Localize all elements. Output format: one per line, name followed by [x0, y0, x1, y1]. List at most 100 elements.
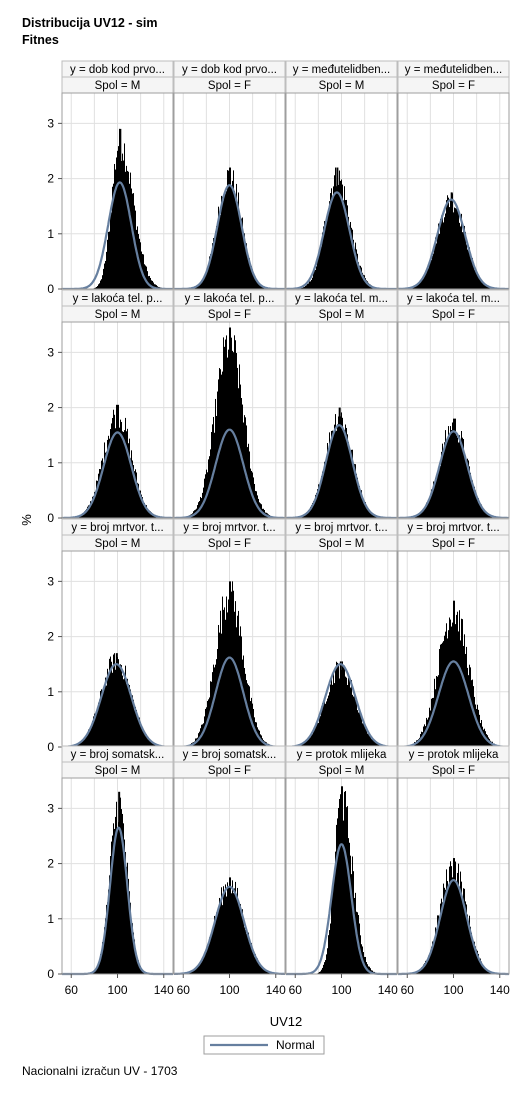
histogram-bar	[122, 431, 123, 518]
histogram-bar	[229, 581, 231, 747]
histogram-bar	[324, 701, 325, 747]
histogram-bar	[231, 337, 232, 518]
histogram-bar	[448, 630, 449, 747]
histogram-bar	[106, 904, 107, 974]
y-tick-label: 2	[47, 401, 54, 415]
histogram-bar	[330, 923, 331, 974]
panel-header-spol-label: Spol = F	[208, 309, 251, 321]
histogram-bar	[303, 742, 304, 747]
panel-frame	[173, 321, 286, 519]
histogram-bar	[130, 902, 131, 974]
histogram-bar	[324, 962, 325, 974]
histogram-bar	[234, 190, 235, 289]
histogram-bar	[260, 964, 261, 974]
histogram-bar	[126, 431, 127, 518]
histogram-bar	[141, 494, 142, 518]
histogram-bar	[244, 667, 245, 747]
histogram-bar	[433, 253, 434, 289]
histogram-bar	[487, 286, 488, 289]
histogram-bar	[267, 971, 268, 974]
histogram-bar	[482, 508, 483, 518]
histogram-bar	[231, 186, 232, 289]
histogram-bar	[89, 505, 90, 518]
histogram-bar	[468, 460, 469, 518]
histogram-bar	[316, 722, 317, 747]
histogram-bar	[335, 851, 336, 974]
histogram-bar	[349, 679, 350, 747]
histogram-bar	[462, 437, 463, 518]
histogram-bar	[227, 357, 228, 518]
histogram-bar	[441, 215, 442, 289]
histogram-bar	[319, 716, 320, 747]
histogram-bar	[433, 941, 434, 974]
histogram-bar	[462, 899, 463, 974]
histogram-bar	[247, 683, 248, 747]
histogram-bar	[326, 701, 327, 747]
histogram-bar	[148, 510, 149, 518]
histogram-bar	[433, 697, 434, 747]
histogram-bar	[103, 268, 104, 289]
histogram-bar	[464, 634, 465, 747]
histogram-bar	[364, 503, 365, 518]
histogram-bar	[353, 696, 354, 747]
histogram-bar	[322, 703, 323, 747]
histogram-bar	[433, 481, 434, 518]
histogram-bar	[125, 417, 126, 518]
histogram-bar	[448, 886, 449, 974]
histogram-bar	[350, 687, 351, 747]
histogram-bar	[197, 285, 198, 289]
histogram-bar	[120, 664, 121, 747]
histogram-bar	[456, 435, 457, 518]
normal-curve	[174, 428, 285, 520]
histogram-bar	[446, 200, 447, 289]
histogram-bar	[243, 655, 244, 747]
histogram-bar	[309, 738, 310, 747]
histogram-bar	[343, 820, 344, 974]
histogram-bar	[134, 710, 135, 747]
histogram-bar	[129, 891, 130, 974]
histogram-bar	[305, 285, 306, 289]
histogram-bar	[307, 740, 308, 747]
histogram-bar	[336, 661, 337, 747]
histogram-bar	[461, 618, 462, 747]
histogram-bar	[352, 229, 353, 289]
histogram-bar	[428, 268, 429, 289]
histogram-bar	[222, 196, 223, 289]
histogram-bar	[100, 954, 101, 974]
panel-frame	[285, 321, 398, 519]
histogram-bar	[261, 967, 262, 974]
histogram-bar	[465, 901, 466, 974]
histogram-bar	[237, 615, 238, 747]
histogram-bar	[98, 962, 99, 974]
panel-header-y-label: y = broj mrtvor. t...	[407, 522, 499, 534]
histogram-bar	[203, 278, 204, 289]
histogram-bar	[132, 460, 133, 518]
histogram-bar	[104, 685, 105, 747]
histogram-bar	[330, 444, 331, 518]
histogram-bar	[317, 723, 318, 747]
histogram-bar	[445, 631, 446, 747]
histogram-bar	[125, 665, 126, 747]
histogram-bar	[236, 627, 237, 747]
histogram-bar	[77, 743, 78, 747]
y-tick-label: 0	[47, 740, 54, 754]
histogram-bar	[450, 619, 451, 747]
histogram-bar	[431, 698, 432, 747]
histogram-bar	[422, 510, 423, 518]
histogram-bar	[418, 514, 419, 518]
histogram-bar	[94, 713, 95, 747]
histogram-bar	[266, 970, 267, 974]
histogram-bar	[263, 968, 264, 974]
histogram-bar	[258, 282, 259, 289]
histogram-bar	[338, 665, 339, 747]
histogram-bar	[141, 725, 142, 747]
histogram-bar	[127, 170, 128, 289]
normal-curve	[174, 656, 285, 749]
histogram-bar	[469, 466, 470, 518]
histogram-bar	[108, 677, 109, 747]
histogram-bar	[462, 232, 463, 289]
histogram-bar	[438, 223, 439, 289]
histogram-bar	[132, 923, 133, 974]
histogram-bar	[483, 282, 484, 289]
histogram-bar	[244, 927, 245, 974]
